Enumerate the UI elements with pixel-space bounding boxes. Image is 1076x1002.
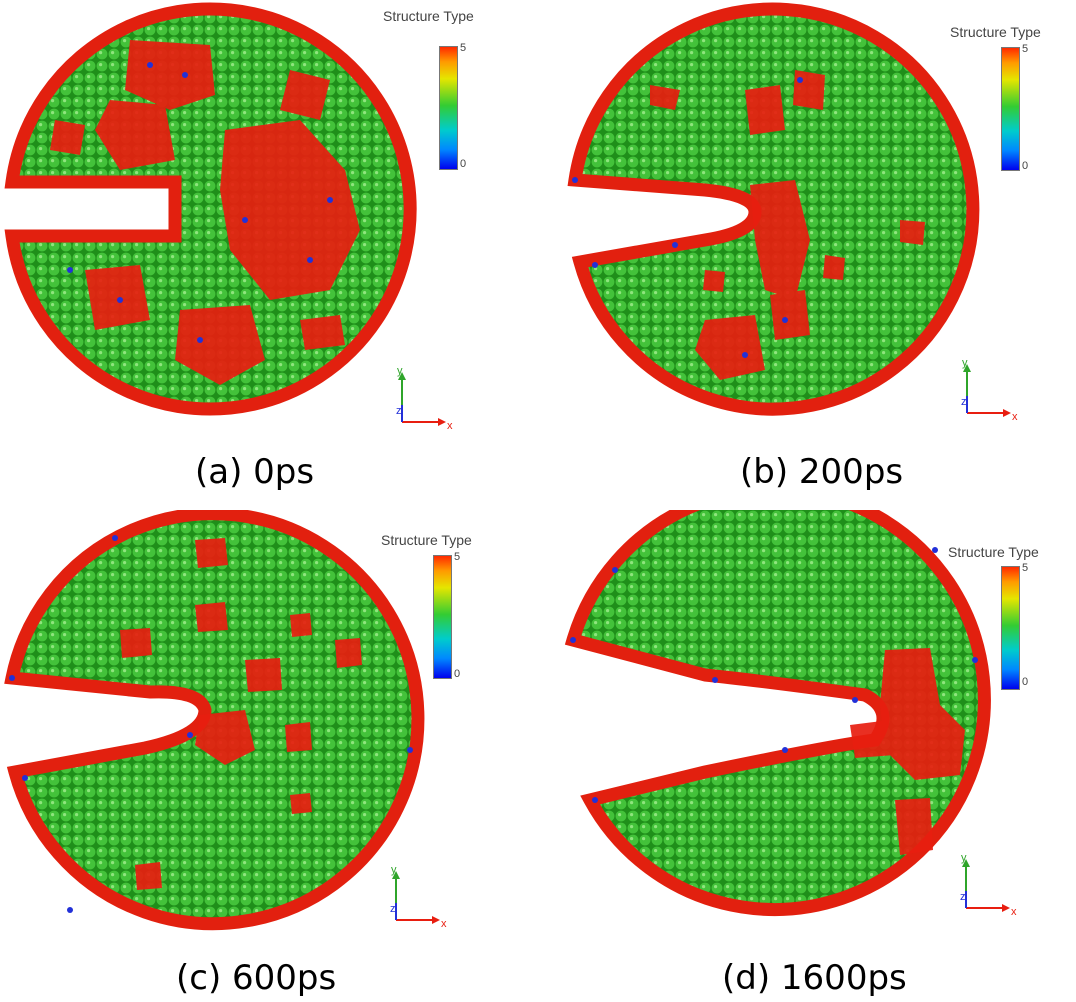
bcc-atoms	[572, 77, 803, 358]
legend-max: 5	[454, 551, 461, 563]
panel-a-caption: (a) 0ps	[195, 452, 315, 492]
axis-x-label: x	[441, 918, 447, 930]
legend-max: 5	[460, 42, 467, 54]
atom-disk: x y z	[4, 510, 447, 931]
axis-triad: x y z	[961, 357, 1018, 423]
panel-b: x y z Structure Type 5 0	[555, 0, 1075, 440]
panel-d: x y z Structure Type 5 0	[555, 510, 1075, 950]
panel-b-caption: (b) 200ps	[740, 452, 904, 492]
legend-colorbar	[1001, 47, 1020, 171]
axis-triad: x y z	[960, 852, 1017, 918]
atom-disk: x y z	[564, 510, 1017, 918]
panel-c-caption: (c) 600ps	[176, 958, 337, 998]
legend-title: Structure Type	[948, 544, 1039, 560]
bcc-atoms	[9, 535, 413, 913]
bcc-atoms	[570, 547, 978, 803]
axis-triad: x y z	[396, 365, 453, 432]
legend-title: Structure Type	[950, 24, 1041, 40]
axis-z-label: z	[961, 396, 967, 408]
axis-x-label: x	[1011, 906, 1017, 918]
axis-x-label: x	[1012, 411, 1018, 423]
legend-max: 5	[1022, 43, 1029, 55]
legend-max: 5	[1022, 562, 1029, 574]
axis-y-label: y	[391, 864, 397, 876]
axis-triad: x y z	[390, 864, 447, 930]
legend-colorbar	[1001, 566, 1020, 690]
bcc-atoms	[67, 62, 333, 343]
legend-min: 0	[1022, 676, 1029, 688]
legend-title: Structure Type	[383, 8, 474, 24]
axis-z-label: z	[960, 891, 966, 903]
atom-disk: x y z	[4, 2, 453, 432]
defect-clusters	[50, 40, 360, 385]
axis-y-label: y	[961, 852, 967, 864]
axis-y-label: y	[397, 365, 403, 377]
legend-colorbar	[433, 555, 452, 679]
axis-z-label: z	[390, 903, 396, 915]
legend-min: 0	[460, 158, 467, 170]
atom-disk: x y z	[567, 2, 1018, 423]
axis-y-label: y	[962, 357, 968, 369]
panel-c: x y z Structure Type 5 0	[0, 510, 520, 950]
legend-min: 0	[1022, 160, 1029, 172]
axis-z-label: z	[396, 405, 402, 417]
defect-clusters	[850, 648, 965, 855]
panel-d-caption: (d) 1600ps	[722, 958, 907, 998]
axis-x-label: x	[447, 420, 453, 432]
legend-min: 0	[454, 668, 461, 680]
panel-a: x y z Structure Type 5 0	[0, 0, 520, 440]
legend-colorbar	[439, 46, 458, 170]
defect-clusters	[120, 538, 362, 890]
defect-clusters	[650, 70, 925, 380]
legend-title: Structure Type	[381, 532, 472, 548]
